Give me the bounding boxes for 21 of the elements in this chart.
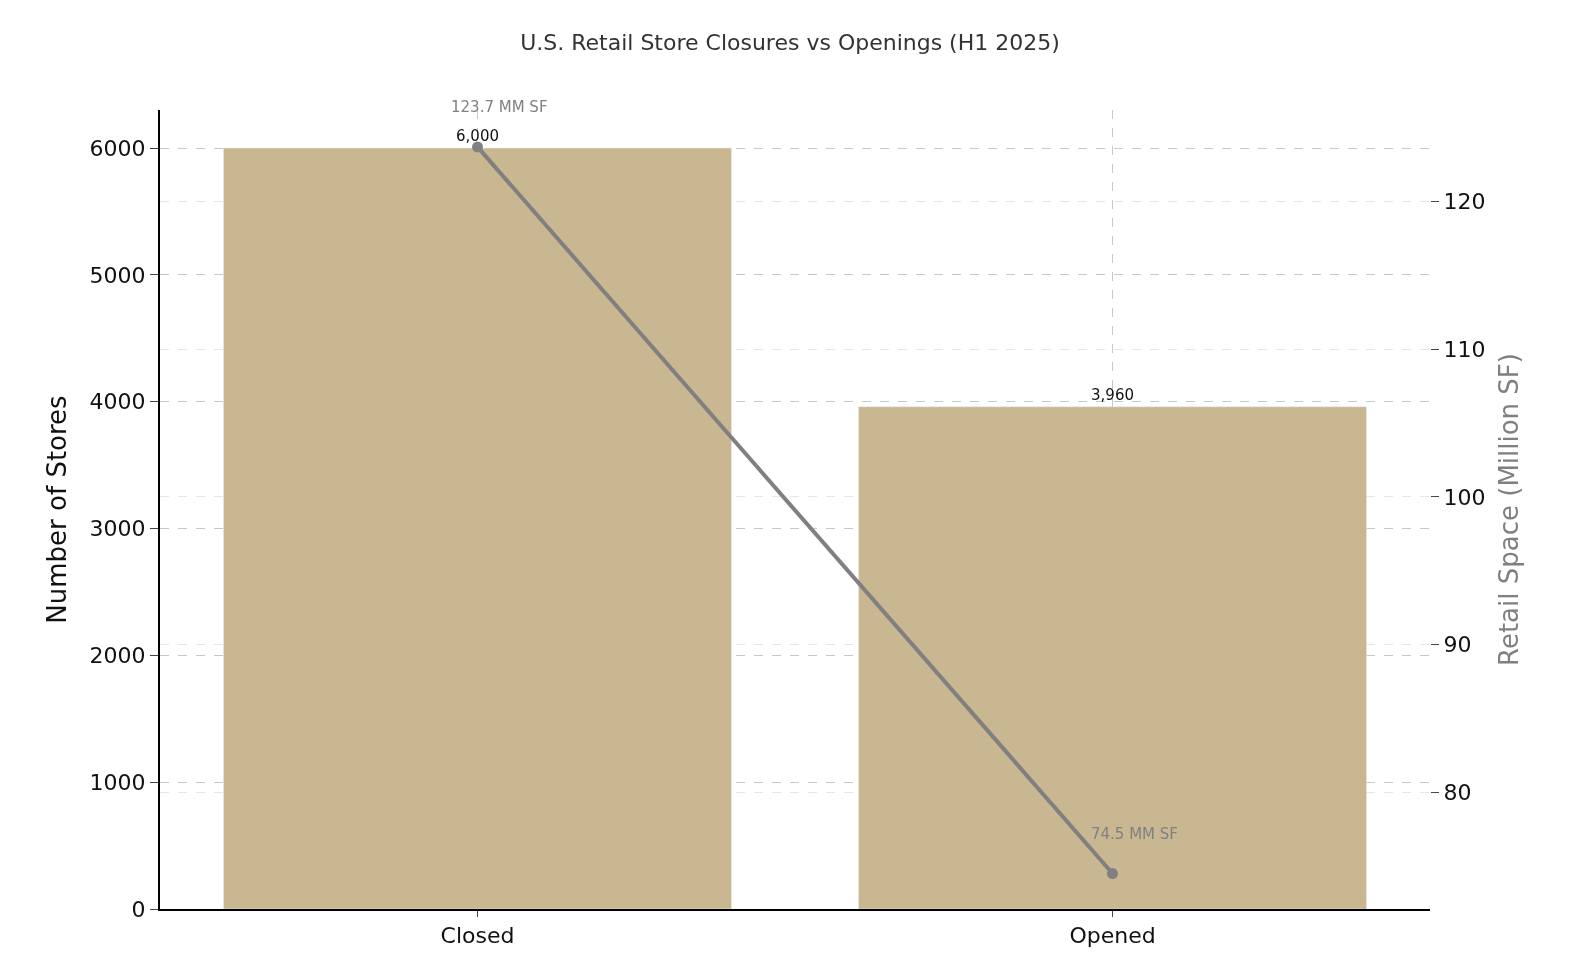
y-axis-title: Number of Stores bbox=[42, 395, 73, 624]
chart-title: U.S. Retail Store Closures vs Openings (H1 2025) bbox=[520, 29, 1060, 55]
y-tick-label: 1000 bbox=[89, 769, 146, 795]
y2-tick-label: 80 bbox=[1443, 780, 1472, 806]
y-tick-label: 2000 bbox=[89, 643, 146, 669]
y-tick-label: 6000 bbox=[89, 135, 146, 161]
data-label: 74.5 MM SF bbox=[1091, 825, 1178, 843]
y2-tick-label: 110 bbox=[1443, 336, 1486, 362]
y-tick-label: 4000 bbox=[89, 389, 146, 415]
y2-tick-label: 100 bbox=[1443, 484, 1486, 510]
y2-tick-label: 90 bbox=[1443, 632, 1472, 658]
y2-axis-title: Retail Space (Million SF) bbox=[1494, 353, 1525, 666]
x-tick-label: Opened bbox=[1069, 923, 1156, 949]
data-label: 3,960 bbox=[1091, 385, 1134, 404]
x-tick-label: Closed bbox=[440, 923, 515, 949]
y-tick-label: 0 bbox=[131, 896, 146, 922]
y-tick-label: 3000 bbox=[89, 516, 146, 542]
data-label: 6,000 bbox=[456, 127, 499, 146]
y2-tick-label: 120 bbox=[1443, 189, 1486, 215]
y-tick-label: 5000 bbox=[89, 262, 146, 288]
data-label: 123.7 MM SF bbox=[451, 98, 548, 116]
